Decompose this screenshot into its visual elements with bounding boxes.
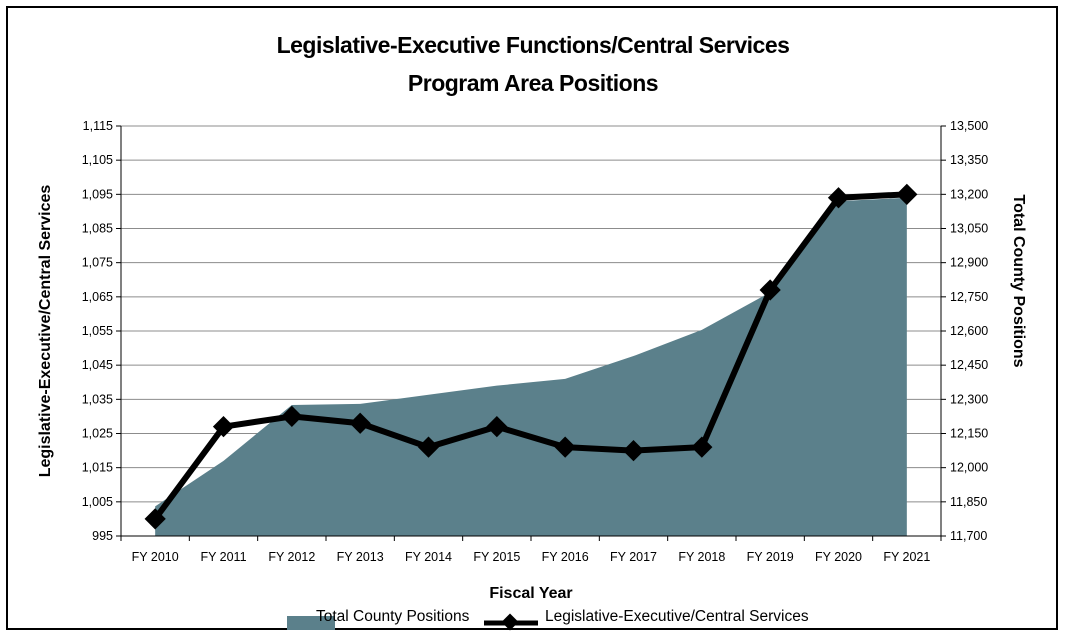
left-tick-label: 1,095: [82, 187, 113, 201]
left-axis-title: Legislative-Executive/Central Services: [37, 185, 54, 478]
chart-subtitle: Program Area Positions: [407, 70, 659, 96]
right-tick-label: 12,300: [950, 392, 988, 406]
right-tick-label: 13,350: [950, 153, 988, 167]
right-tick-label: 13,050: [950, 222, 988, 236]
chart-title: Legislative-Executive Functions/Central …: [276, 32, 790, 58]
legend-swatch-line: [484, 613, 538, 631]
right-tick-label: 11,700: [950, 529, 987, 543]
chart-plot: 995 1,005 1,015 1,025 1,035 1,045 1,055 1,065 1,…: [37, 119, 1027, 602]
x-tick-label: FY 2011: [200, 550, 246, 564]
left-tick-label: 1,025: [82, 427, 113, 441]
legend-swatch-area: [287, 616, 335, 630]
area-total-county-positions: [155, 197, 907, 536]
x-tick-label: FY 2014: [405, 550, 452, 564]
x-tick-label: FY 2016: [542, 550, 589, 564]
x-tick-label: FY 2015: [473, 550, 520, 564]
x-tick-label: FY 2012: [268, 550, 315, 564]
right-tick-label: 13,500: [950, 119, 988, 133]
left-tick-label: 1,055: [82, 324, 113, 338]
x-tick-label: FY 2010: [132, 550, 179, 564]
left-tick-label: 1,085: [82, 222, 113, 236]
left-tick-label: 1,035: [82, 392, 113, 406]
right-tick-label: 12,750: [950, 290, 988, 304]
left-tick-label: 1,105: [82, 153, 113, 167]
right-tick-label: 13,200: [950, 187, 988, 201]
line-point: [896, 183, 918, 205]
line-point: [554, 436, 576, 458]
line-point: [691, 436, 713, 458]
right-axis-title: Total County Positions: [1010, 194, 1027, 367]
line-legislative-executive: [152, 191, 907, 521]
left-tick-label: 1,015: [82, 461, 113, 475]
left-tick-label: 1,075: [82, 256, 113, 270]
x-tick-label: FY 2019: [747, 550, 794, 564]
left-tick-label: 1,115: [83, 119, 113, 133]
left-tick-label: 1,005: [82, 495, 113, 509]
right-tick-label: 11,850: [950, 495, 987, 509]
x-tick-label: FY 2018: [678, 550, 725, 564]
line-point: [827, 187, 850, 209]
left-tick-label: 995: [92, 529, 113, 543]
line-point: [622, 439, 645, 462]
x-tick-label: FY 2020: [815, 550, 862, 564]
left-tick-label: 1,045: [82, 358, 113, 372]
legend-label-line: Legislative-Executive/Central Services: [545, 608, 809, 625]
chart-legend: Total County Positions Legislative-Execu…: [0, 608, 1066, 632]
x-axis-title: Fiscal Year: [489, 585, 572, 602]
right-tick-label: 12,450: [950, 358, 988, 372]
x-tick-label: FY 2021: [883, 550, 930, 564]
x-tick-label: FY 2013: [337, 550, 384, 564]
left-tick-label: 1,065: [82, 290, 113, 304]
right-tick-label: 12,900: [950, 256, 988, 270]
right-tick-label: 12,000: [950, 461, 988, 475]
legend-label-area: Total County Positions: [316, 608, 470, 625]
right-tick-label: 12,600: [950, 324, 988, 338]
line-point: [759, 279, 781, 301]
right-tick-label: 12,150: [950, 427, 988, 441]
x-tick-label: FY 2017: [610, 550, 657, 564]
